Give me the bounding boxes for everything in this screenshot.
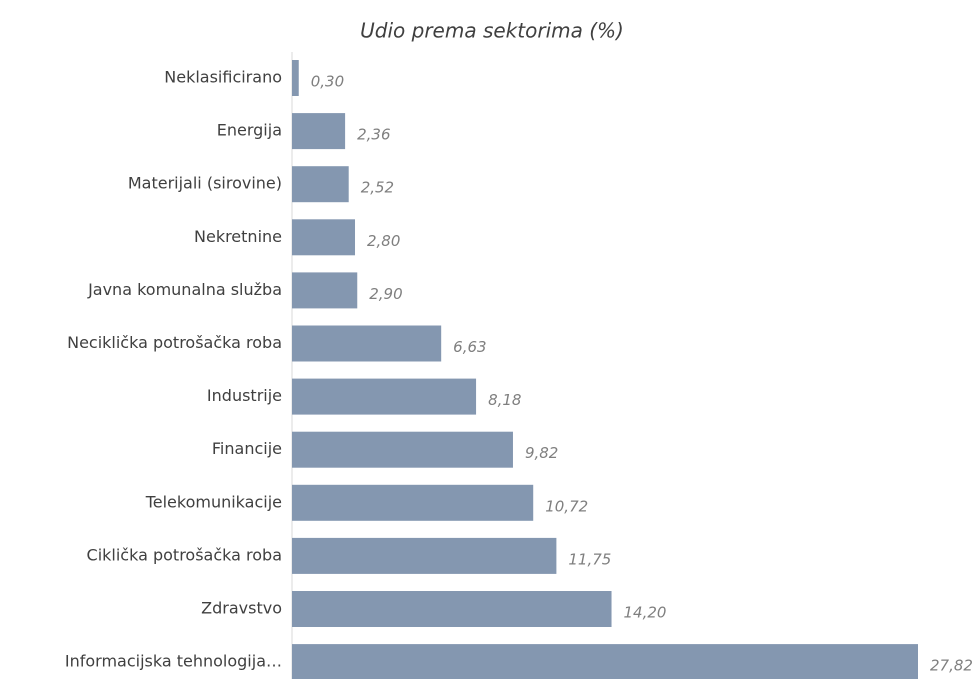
chart-title: Udio prema sektorima (%) (360, 19, 624, 43)
data-label: 11,75 (568, 550, 611, 568)
bar (292, 484, 534, 521)
bar (292, 378, 477, 415)
y-tick-label: Ciklička potrošačka roba (87, 545, 282, 564)
data-label: 8,18 (488, 391, 521, 409)
y-tick-label: Financije (212, 439, 282, 458)
data-label: 2,52 (361, 179, 394, 197)
y-tick-label: Neklasificirano (164, 68, 282, 87)
data-label: 0,30 (311, 73, 344, 91)
bar (292, 591, 612, 627)
y-tick-label: Nekretnine (194, 227, 282, 246)
bar (292, 325, 442, 362)
y-tick-label: Javna komunalna služba (87, 280, 282, 299)
bar (292, 166, 349, 203)
bar (292, 644, 918, 679)
y-tick-label: Telekomunikacije (145, 492, 282, 511)
y-tick-label: Energija (217, 121, 282, 140)
data-label: 14,20 (624, 604, 667, 622)
bar (292, 431, 513, 468)
data-label: 2,36 (357, 126, 390, 144)
data-label: 2,80 (367, 232, 400, 250)
y-tick-label: Industrije (207, 386, 282, 405)
bar (292, 113, 346, 150)
y-tick-label: Neciklička potrošačka roba (67, 333, 282, 352)
y-tick-label: Informacijska tehnologija… (65, 652, 282, 671)
data-label: 9,82 (525, 444, 558, 462)
bar (292, 60, 299, 96)
data-label: 27,82 (930, 657, 973, 675)
data-label: 6,63 (453, 338, 486, 356)
y-tick-label: Zdravstvo (201, 599, 282, 618)
data-label: 2,90 (369, 285, 402, 303)
bar (292, 272, 358, 309)
bar (292, 219, 356, 256)
bar (292, 537, 557, 574)
data-label: 10,72 (545, 497, 588, 515)
y-tick-label: Materijali (sirovine) (128, 174, 282, 193)
